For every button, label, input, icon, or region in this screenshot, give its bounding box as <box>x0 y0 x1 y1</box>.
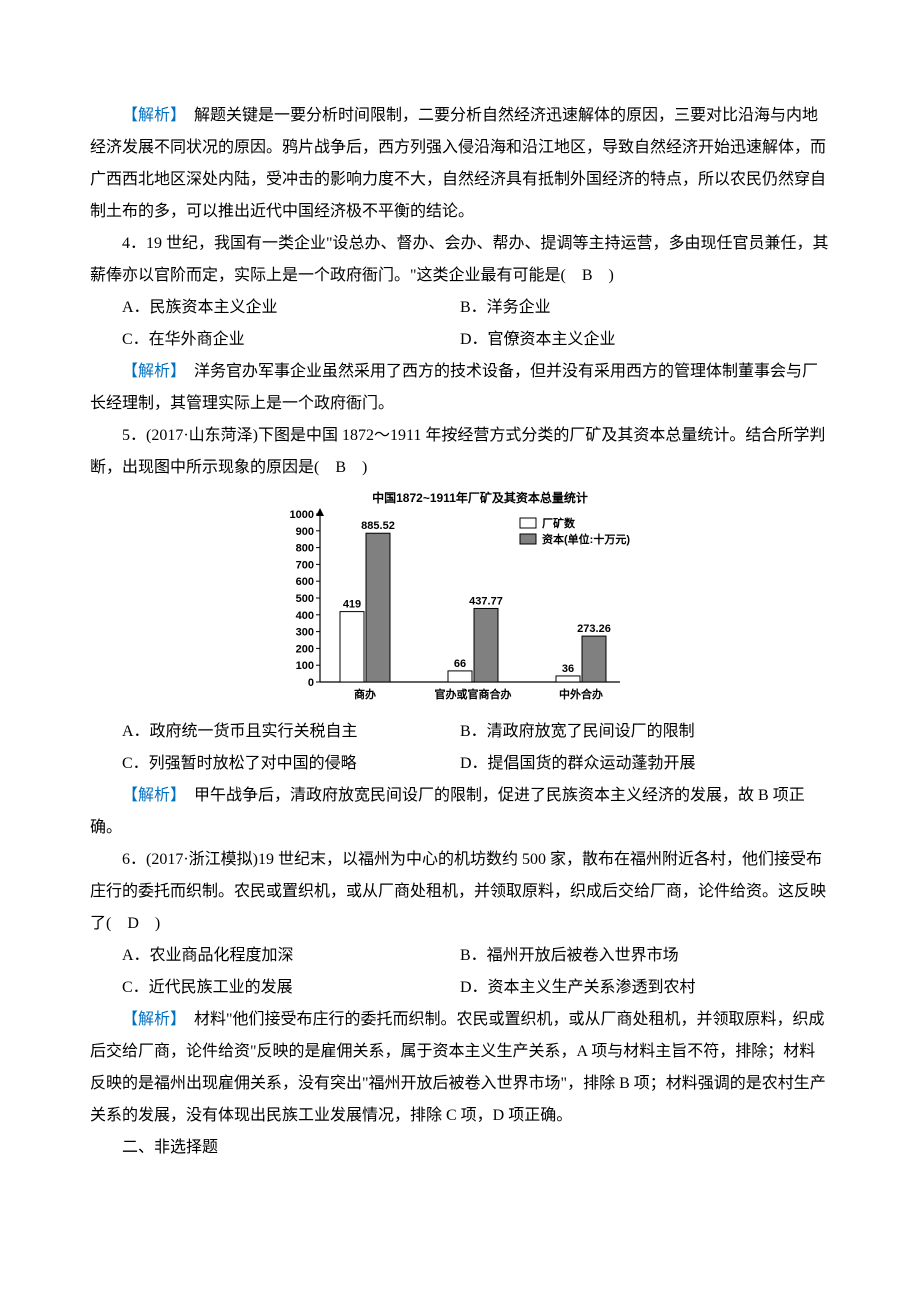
svg-text:885.52: 885.52 <box>361 520 395 532</box>
q5-option-a: A．政府统一货币且实行关税自主 <box>90 716 460 748</box>
q6-analysis-text: 材料"他们接受布庄行的委托而织制。农民或置织机，或从厂商处租机，并领取原料，织成… <box>90 1011 826 1124</box>
svg-text:厂矿数: 厂矿数 <box>542 516 576 530</box>
q5-options-row1: A．政府统一货币且实行关税自主 B．清政府放宽了民间设厂的限制 <box>90 716 830 748</box>
svg-text:100: 100 <box>296 660 314 672</box>
q4-option-b: B．洋务企业 <box>460 292 830 324</box>
q4-analysis: 【解析】 洋务官办军事企业虽然采用了西方的技术设备，但并没有采用西方的管理体制董… <box>90 356 830 420</box>
q6-analysis: 【解析】 材料"他们接受布庄行的委托而织制。农民或置织机，或从厂商处租机，并领取… <box>90 1004 830 1132</box>
analysis-label: 【解析】 <box>122 787 178 804</box>
q3-analysis-text: 解题关键是一要分析时间限制，二要分析自然经济迅速解体的原因，三要对比沿海与内地经… <box>90 107 826 220</box>
q4-option-d: D．官僚资本主义企业 <box>460 324 830 356</box>
chart-container: 中国1872~1911年厂矿及其资本总量统计 0 100 200 300 400 500 60… <box>90 488 830 708</box>
q6-option-b: B．福州开放后被卷入世界市场 <box>460 940 830 972</box>
q4-stem: 4．19 世纪，我国有一类企业"设总办、督办、会办、帮办、提调等主持运营，多由现… <box>90 228 830 292</box>
q5-analysis-text: 甲午战争后，清政府放宽民间设厂的限制，促进了民族资本主义经济的发展，故 B 项正… <box>90 787 805 836</box>
svg-text:300: 300 <box>296 627 314 639</box>
svg-text:资本(单位:十万元): 资本(单位:十万元) <box>542 532 630 546</box>
q5-option-d: D．提倡国货的群众运动蓬勃开展 <box>460 748 830 780</box>
svg-text:700: 700 <box>296 559 314 571</box>
q4-options-row2: C．在华外商企业 D．官僚资本主义企业 <box>90 324 830 356</box>
q5-option-b: B．清政府放宽了民间设厂的限制 <box>460 716 830 748</box>
q4-options-row1: A．民族资本主义企业 B．洋务企业 <box>90 292 830 324</box>
svg-text:900: 900 <box>296 526 314 538</box>
svg-text:500: 500 <box>296 593 314 605</box>
q4-option-a: A．民族资本主义企业 <box>90 292 460 324</box>
svg-text:中国1872~1911年厂矿及其资本总量统计: 中国1872~1911年厂矿及其资本总量统计 <box>372 490 588 505</box>
svg-text:600: 600 <box>296 576 314 588</box>
svg-text:商办: 商办 <box>354 687 376 701</box>
svg-text:200: 200 <box>296 643 314 655</box>
svg-text:36: 36 <box>562 663 574 675</box>
svg-text:273.26: 273.26 <box>577 623 611 635</box>
q4-option-c: C．在华外商企业 <box>90 324 460 356</box>
svg-text:400: 400 <box>296 610 314 622</box>
svg-text:官办或官商合办: 官办或官商合办 <box>435 687 512 701</box>
q6-options-row2: C．近代民族工业的发展 D．资本主义生产关系渗透到农村 <box>90 972 830 1004</box>
q5-options-row2: C．列强暂时放松了对中国的侵略 D．提倡国货的群众运动蓬勃开展 <box>90 748 830 780</box>
q6-option-c: C．近代民族工业的发展 <box>90 972 460 1004</box>
svg-text:437.77: 437.77 <box>469 595 503 607</box>
analysis-label: 【解析】 <box>122 1011 178 1028</box>
q3-analysis: 【解析】 解题关键是一要分析时间限制，二要分析自然经济迅速解体的原因，三要对比沿… <box>90 100 830 228</box>
svg-text:1000: 1000 <box>290 509 314 521</box>
q6-option-a: A．农业商品化程度加深 <box>90 940 460 972</box>
svg-text:66: 66 <box>454 658 466 670</box>
section-2-heading: 二、非选择题 <box>90 1132 830 1164</box>
analysis-label: 【解析】 <box>122 107 178 124</box>
q6-option-d: D．资本主义生产关系渗透到农村 <box>460 972 830 1004</box>
svg-text:0: 0 <box>308 677 314 689</box>
q6-stem: 6．(2017·浙江模拟)19 世纪末，以福州为中心的机坊数约 500 家，散布… <box>90 844 830 940</box>
q4-analysis-text: 洋务官办军事企业虽然采用了西方的技术设备，但并没有采用西方的管理体制董事会与厂长… <box>90 363 818 412</box>
bar-chart: 中国1872~1911年厂矿及其资本总量统计 0 100 200 300 400 500 60… <box>270 488 650 708</box>
q5-analysis: 【解析】 甲午战争后，清政府放宽民间设厂的限制，促进了民族资本主义经济的发展，故… <box>90 780 830 844</box>
svg-text:800: 800 <box>296 543 314 555</box>
analysis-label: 【解析】 <box>122 363 178 380</box>
q6-options-row1: A．农业商品化程度加深 B．福州开放后被卷入世界市场 <box>90 940 830 972</box>
svg-text:419: 419 <box>343 599 361 611</box>
q5-option-c: C．列强暂时放松了对中国的侵略 <box>90 748 460 780</box>
document-page: 【解析】 解题关键是一要分析时间限制，二要分析自然经济迅速解体的原因，三要对比沿… <box>0 0 920 1224</box>
svg-text:中外合办: 中外合办 <box>559 687 603 701</box>
q5-stem: 5．(2017·山东菏泽)下图是中国 1872～1911 年按经营方式分类的厂矿… <box>90 420 830 484</box>
